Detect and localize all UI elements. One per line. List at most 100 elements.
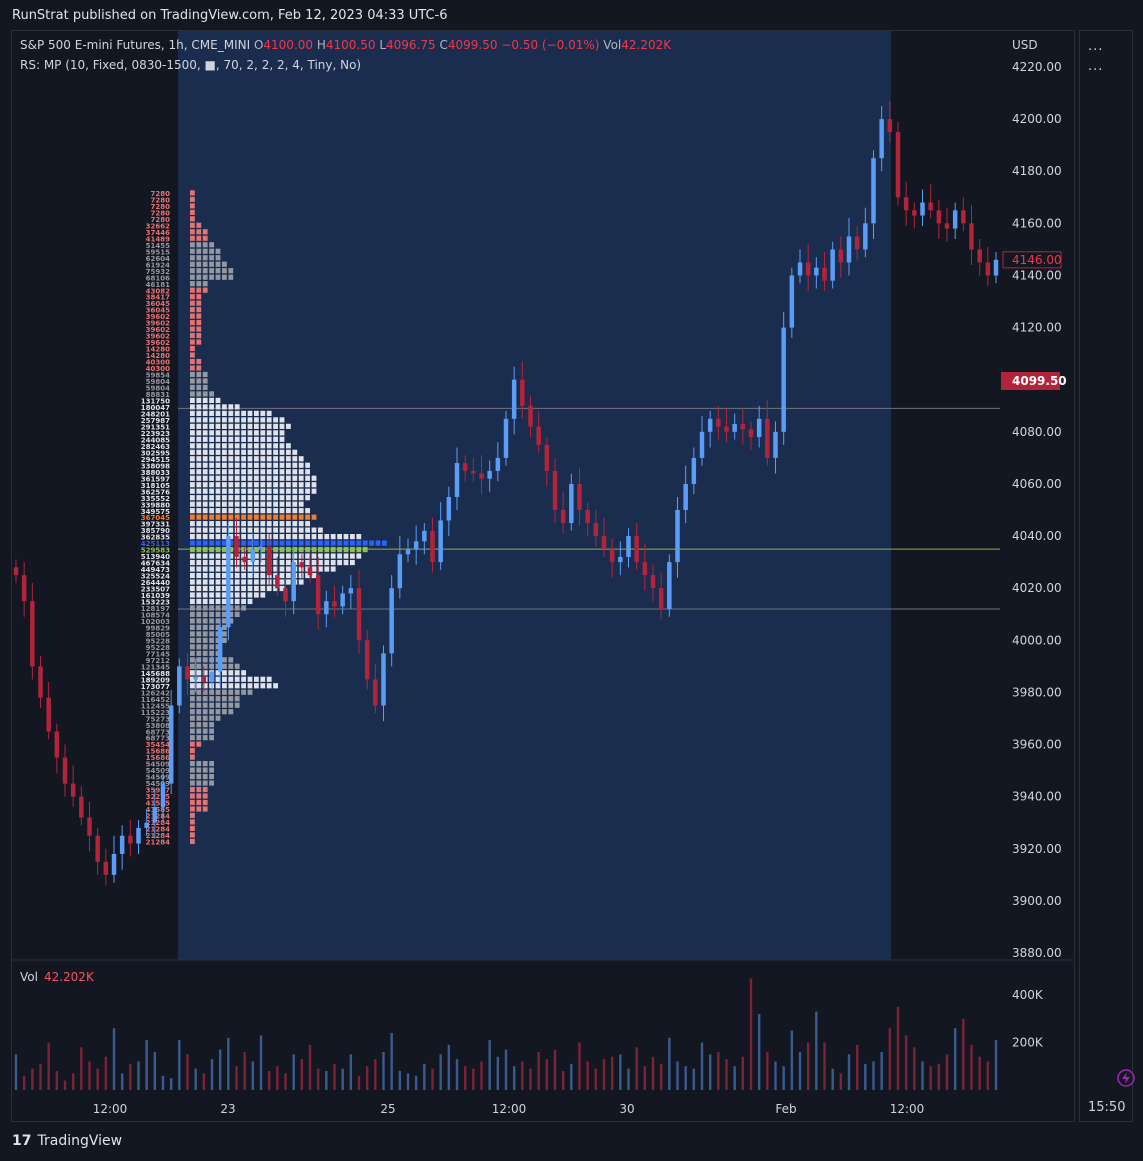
y-tick-label: 3900.00 bbox=[1012, 894, 1062, 908]
profile-block bbox=[375, 540, 381, 546]
profile-block bbox=[241, 417, 246, 423]
candle-body bbox=[814, 267, 819, 276]
volume-bar bbox=[496, 1056, 500, 1090]
profile-level-label: 302595 bbox=[141, 449, 170, 457]
volume-bar bbox=[284, 1073, 287, 1090]
volume-legend[interactable]: Vol 42.202K bbox=[20, 970, 94, 984]
profile-block bbox=[202, 397, 208, 404]
profile-level-label: 325524 bbox=[141, 573, 170, 581]
bolt-icon[interactable] bbox=[1117, 1069, 1135, 1087]
profile-block bbox=[202, 242, 208, 248]
profile-block bbox=[234, 605, 240, 611]
profile-block bbox=[222, 534, 227, 540]
profile-level-label: 40300 bbox=[146, 359, 170, 367]
volume-bar bbox=[463, 1066, 467, 1090]
profile-level-label: 38417 bbox=[146, 294, 170, 302]
profile-block bbox=[260, 585, 266, 592]
profile-block bbox=[196, 307, 202, 313]
profile-block bbox=[324, 546, 330, 553]
profile-block bbox=[190, 832, 195, 838]
profile-block bbox=[196, 624, 202, 630]
candle-body bbox=[54, 731, 60, 758]
profile-block bbox=[292, 469, 298, 475]
volume-bar bbox=[129, 1063, 132, 1090]
profile-block bbox=[190, 281, 195, 287]
volume-bar bbox=[398, 1071, 402, 1090]
profile-level-label: 54509 bbox=[146, 780, 170, 788]
candle-body bbox=[756, 418, 762, 438]
profile-block bbox=[298, 521, 304, 527]
profile-block bbox=[279, 579, 285, 585]
volume-bar bbox=[929, 1066, 932, 1090]
profile-block bbox=[215, 572, 221, 579]
profile-block bbox=[215, 579, 221, 585]
profile-block bbox=[247, 521, 253, 527]
symbol-legend[interactable]: S&P 500 E-mini Futures, 1h, CME_MINI O41… bbox=[20, 38, 671, 52]
more-menu-icon-2[interactable]: ... bbox=[1088, 59, 1104, 74]
candle-body bbox=[740, 424, 746, 430]
indicator-legend[interactable]: RS: MP (10, Fixed, 0830-1500, ■, 70, 2, … bbox=[20, 58, 362, 72]
profile-block bbox=[202, 248, 208, 254]
profile-block bbox=[318, 540, 323, 546]
profile-block bbox=[247, 559, 253, 566]
profile-block bbox=[190, 469, 195, 475]
profile-block bbox=[222, 495, 227, 501]
tradingview-brand[interactable]: 17 TradingView bbox=[12, 1133, 122, 1149]
volume-bar bbox=[578, 1042, 581, 1090]
profile-block bbox=[196, 514, 202, 520]
volume-bar bbox=[341, 1068, 344, 1090]
profile-block bbox=[209, 404, 214, 410]
profile-block bbox=[362, 546, 368, 553]
profile-block bbox=[254, 495, 259, 501]
profile-block bbox=[196, 274, 202, 280]
profile-block bbox=[228, 598, 234, 605]
profile-block bbox=[215, 430, 221, 436]
profile-block bbox=[254, 553, 259, 559]
profile-block bbox=[260, 546, 266, 553]
profile-block bbox=[337, 540, 342, 546]
profile-block bbox=[196, 410, 202, 416]
candle-body bbox=[593, 523, 599, 537]
profile-block bbox=[190, 495, 195, 501]
profile-block bbox=[273, 553, 278, 559]
profile-block bbox=[260, 527, 266, 533]
candle-body bbox=[201, 676, 207, 682]
profile-block bbox=[247, 488, 253, 494]
candle-body bbox=[495, 457, 501, 471]
profile-block bbox=[190, 579, 195, 585]
profile-level-label: 361597 bbox=[141, 475, 170, 483]
volume-bar bbox=[880, 1052, 883, 1090]
profile-block bbox=[228, 540, 234, 546]
profile-block bbox=[350, 553, 355, 559]
symbol-name[interactable]: S&P 500 E-mini Futures, 1h, CME_MINI bbox=[20, 38, 251, 52]
candle-body bbox=[177, 666, 182, 706]
volume-bar bbox=[349, 1054, 353, 1090]
profile-block bbox=[273, 462, 278, 468]
profile-block bbox=[234, 423, 240, 429]
volume-bar bbox=[186, 1054, 189, 1090]
profile-block bbox=[260, 423, 266, 429]
profile-block bbox=[222, 553, 227, 559]
profile-block bbox=[254, 410, 259, 416]
candle-body bbox=[879, 119, 884, 159]
profile-block bbox=[209, 521, 214, 527]
profile-block bbox=[286, 462, 291, 468]
profile-block bbox=[202, 384, 208, 391]
candle-body bbox=[887, 119, 893, 133]
volume-bar bbox=[643, 1066, 647, 1090]
volume-value: 42.202K bbox=[43, 970, 94, 984]
more-menu-icon[interactable]: ... bbox=[1088, 39, 1104, 54]
candle-body bbox=[446, 496, 452, 521]
profile-block bbox=[305, 514, 310, 520]
volume-bar bbox=[945, 1054, 949, 1090]
close-value: 4099.50 bbox=[447, 38, 498, 52]
candle-body bbox=[658, 588, 664, 610]
profile-block bbox=[273, 527, 278, 533]
profile-block bbox=[209, 397, 214, 404]
profile-block bbox=[190, 812, 195, 819]
profile-block bbox=[241, 430, 246, 436]
profile-block bbox=[324, 559, 330, 566]
volume-bar bbox=[423, 1063, 426, 1090]
profile-block bbox=[241, 676, 246, 682]
